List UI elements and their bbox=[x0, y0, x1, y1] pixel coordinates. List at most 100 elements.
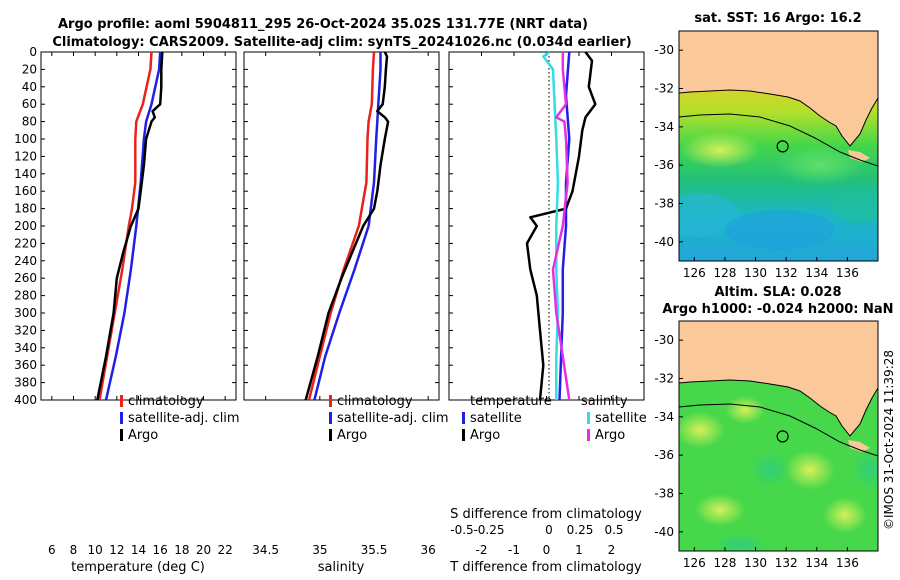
x-tick-label: 16 bbox=[153, 543, 168, 557]
series-line-argo bbox=[304, 52, 390, 400]
legend-label-argo: Argo bbox=[337, 428, 367, 443]
sst-patch bbox=[830, 187, 878, 223]
y-tick-label: 260 bbox=[14, 271, 37, 285]
salinity-lines bbox=[304, 52, 390, 400]
sst-patch bbox=[679, 193, 740, 237]
difference-panel: -2 -1 0 1 2 S difference from climatology -0… bbox=[448, 51, 647, 575]
map-y-tick-label: -40 bbox=[654, 525, 674, 539]
argo-location-marker bbox=[776, 140, 789, 153]
map-x-tick-label: 134 bbox=[805, 266, 828, 280]
legend-swatch-argo bbox=[329, 429, 332, 441]
figure-title-line1: Argo profile: aoml 5904811_295 26-Oct-20… bbox=[58, 17, 588, 32]
s-tick-label: 0.25 bbox=[567, 523, 594, 537]
sla-ticks: 126 128 130 132 134 136 -30 -32 -34 -36 -38 -40 bbox=[654, 333, 858, 570]
sst-ticks: 126 128 130 132 134 136 -30 -32 -34 -36 -38 -40 bbox=[654, 43, 858, 280]
map-y-tick-label: -38 bbox=[654, 197, 674, 211]
s-tick-label: -0.5 bbox=[450, 523, 473, 537]
map-x-tick-label: 136 bbox=[836, 556, 859, 570]
x-tick-label: 22 bbox=[218, 543, 233, 557]
y-tick-label: 340 bbox=[14, 341, 37, 355]
series-line-satellite-adj-clim bbox=[313, 52, 382, 400]
x-tick-label: 6 bbox=[48, 543, 56, 557]
map-y-tick-label: -40 bbox=[654, 235, 674, 249]
x-tick-label: 35.5 bbox=[361, 543, 388, 557]
y-tick-label: 300 bbox=[14, 306, 37, 320]
legend-label-argo: Argo bbox=[128, 428, 158, 443]
y-tick-label: 220 bbox=[14, 236, 37, 250]
sst-axes-box bbox=[678, 30, 879, 262]
y-tick-label: 40 bbox=[22, 80, 37, 94]
temperature-legend: climatology satellite-adj. clim Argo bbox=[120, 394, 240, 443]
map-x-tick-label: 126 bbox=[683, 266, 706, 280]
difference-axes-box bbox=[448, 51, 645, 401]
sla-axes-box bbox=[678, 320, 879, 552]
y-tick-label: 320 bbox=[14, 323, 37, 337]
legend-swatch-climatology bbox=[329, 395, 332, 407]
legend-label-t-argo: Argo bbox=[470, 428, 500, 443]
figure-title-line2: Climatology: CARS2009. Satellite-adj cli… bbox=[52, 35, 631, 50]
sla-patch bbox=[850, 450, 878, 490]
y-tick-label: 0 bbox=[29, 45, 37, 59]
y-tick-label: 400 bbox=[14, 393, 37, 407]
salinity-ticks: 34.5 35 35.5 36 bbox=[244, 51, 439, 557]
x-tick-label: 35 bbox=[312, 543, 327, 557]
height-title: Argo h1000: -0.024 h2000: NaN bbox=[662, 302, 893, 317]
sla-patch bbox=[823, 497, 867, 533]
sla-patch bbox=[785, 450, 835, 490]
y-tick-label: 60 bbox=[22, 97, 37, 111]
salinity-panel: 34.5 35 35.5 36 salinity climatology satell… bbox=[243, 51, 449, 575]
map-x-tick-label: 126 bbox=[683, 556, 706, 570]
map-x-tick-label: 130 bbox=[744, 266, 767, 280]
difference-lines bbox=[525, 52, 597, 400]
series-line-salinity-argo bbox=[551, 52, 571, 400]
x-tick-label: 36 bbox=[421, 543, 436, 557]
temperature-panel: 0 20 40 60 80 100 120 140 160 180 200 220 240 260 280 3… bbox=[14, 45, 240, 575]
s-difference-label: S difference from climatology bbox=[450, 507, 642, 522]
x-tick-label: 0 bbox=[543, 543, 551, 557]
map-x-tick-label: 132 bbox=[775, 266, 798, 280]
legend-swatch-s-argo bbox=[587, 429, 590, 441]
map-y-tick-label: -38 bbox=[654, 487, 674, 501]
map-y-tick-label: -32 bbox=[654, 82, 674, 96]
map-y-tick-label: -34 bbox=[654, 410, 674, 424]
x-tick-label: 34.5 bbox=[252, 543, 279, 557]
difference-legend: temperature salinity satellite Argo sate… bbox=[462, 394, 647, 443]
map-y-tick-label: -36 bbox=[654, 448, 674, 462]
legend-label-climatology: climatology bbox=[128, 394, 204, 409]
land-mass bbox=[679, 31, 878, 146]
legend-label-t-satellite: satellite bbox=[470, 411, 522, 426]
sst-title: sat. SST: 16 Argo: 16.2 bbox=[694, 11, 861, 26]
land-mass bbox=[679, 321, 878, 436]
map-y-tick-label: -30 bbox=[654, 43, 674, 57]
s-tick-label: -0.25 bbox=[473, 523, 504, 537]
y-tick-label: 180 bbox=[14, 202, 37, 216]
t-difference-xlabel: T difference from climatology bbox=[449, 560, 642, 575]
map-x-tick-label: 130 bbox=[744, 556, 767, 570]
sst-patch bbox=[725, 210, 835, 250]
coastline bbox=[679, 89, 878, 147]
map-y-tick-label: -34 bbox=[654, 120, 674, 134]
s-tick-label: 0.5 bbox=[604, 523, 623, 537]
sst-map: 126 128 130 132 134 136 -30 -32 -34 -36 -38 -40 bbox=[654, 30, 879, 280]
s-difference-ticks: -0.5 -0.25 0 0.25 0.5 bbox=[450, 523, 623, 537]
legend-label-satellite: satellite-adj. clim bbox=[128, 411, 240, 426]
temperature-axes-box bbox=[40, 51, 237, 401]
series-line-argo bbox=[96, 52, 164, 400]
legend-swatch-satellite bbox=[120, 412, 123, 424]
series-line-temperature-argo bbox=[525, 52, 597, 400]
sla-patch bbox=[679, 412, 725, 448]
legend-label-climatology: climatology bbox=[337, 394, 413, 409]
map-y-tick-label: -36 bbox=[654, 158, 674, 172]
temperature-xlabel: temperature (deg C) bbox=[71, 560, 205, 575]
kangaroo-island bbox=[848, 440, 870, 452]
legend-swatch-argo bbox=[120, 429, 123, 441]
x-tick-label: 14 bbox=[131, 543, 146, 557]
y-tick-label: 160 bbox=[14, 184, 37, 198]
y-tick-label: 140 bbox=[14, 167, 37, 181]
x-tick-label: -2 bbox=[476, 543, 488, 557]
sst-patch bbox=[775, 145, 865, 185]
difference-ticks: -2 -1 0 1 2 bbox=[449, 51, 644, 557]
x-tick-label: 18 bbox=[174, 543, 189, 557]
legend-swatch-satellite bbox=[329, 412, 332, 424]
